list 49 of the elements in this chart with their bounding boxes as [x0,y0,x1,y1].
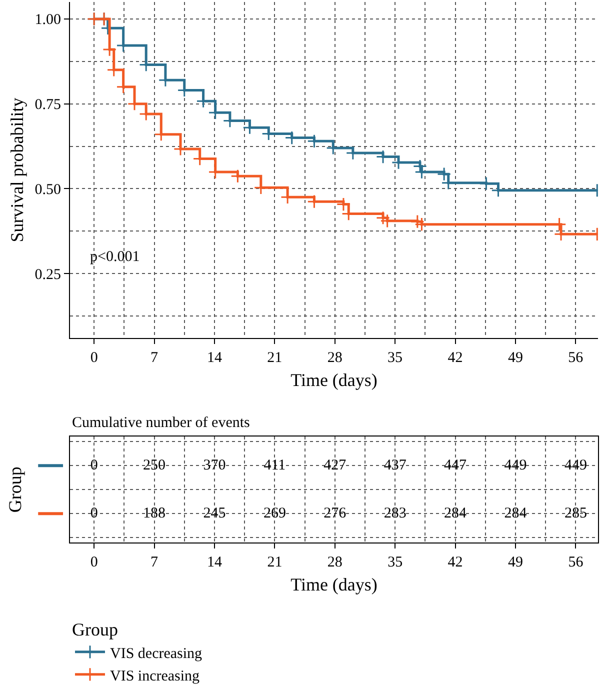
x-tick-label: 0 [90,554,98,570]
x-tick-label: 28 [327,554,342,570]
x-tick-label: 49 [508,350,523,366]
data-label: 250 [143,457,166,474]
x-tick-label: 35 [388,350,403,366]
x-tick-label: 0 [90,350,98,366]
y-tick-label: 0.25 [34,266,61,283]
data-label: 449 [564,457,587,474]
y-tick-label: 0.50 [34,182,61,198]
data-label: 284 [444,505,468,522]
data-label: 447 [444,457,468,474]
data-label: 283 [384,505,406,522]
data-label: 437 [384,457,407,474]
x-tick-label: 35 [388,554,403,570]
x-tick-label: 14 [206,554,222,570]
data-label: 284 [504,505,528,522]
data-label: 0 [90,457,98,474]
data-label: 276 [324,505,347,522]
data-label: 370 [203,457,226,474]
legend-label: VIS decreasing [110,646,203,662]
data-label: 245 [203,505,226,522]
x-tick-label: 21 [267,554,282,570]
y-axis-title: Group [5,466,26,513]
x-axis-title: Time (days) [290,370,378,390]
data-label: 285 [564,505,587,522]
x-tick-label: 42 [448,554,463,570]
x-tick-label: 14 [206,350,222,366]
x-tick-label: 49 [508,554,524,570]
x-tick-label: 42 [448,350,463,366]
annotation: p<0.001 [90,249,140,265]
y-tick-label: 1.00 [34,12,61,28]
legend-title: Group [72,620,118,640]
x-tick-label: 21 [267,350,282,366]
x-tick-label: 7 [150,350,159,366]
x-tick-label: 28 [327,350,342,366]
x-axis-title: Time (days) [290,574,378,595]
y-tick-label: 0.75 [34,97,61,114]
legend-label: VIS increasing [110,668,200,684]
x-tick-label: 56 [568,350,584,366]
data-label: 188 [143,505,166,522]
data-label: 449 [504,457,527,474]
data-label: 0 [90,505,98,522]
chart-title: Cumulative number of events [72,415,250,431]
x-tick-label: 56 [568,554,584,570]
y-axis-title: Survival probability [6,98,27,242]
data-label: 269 [263,505,286,522]
x-tick-label: 7 [150,554,159,570]
data-label: 411 [264,457,286,474]
data-label: 427 [324,457,347,474]
